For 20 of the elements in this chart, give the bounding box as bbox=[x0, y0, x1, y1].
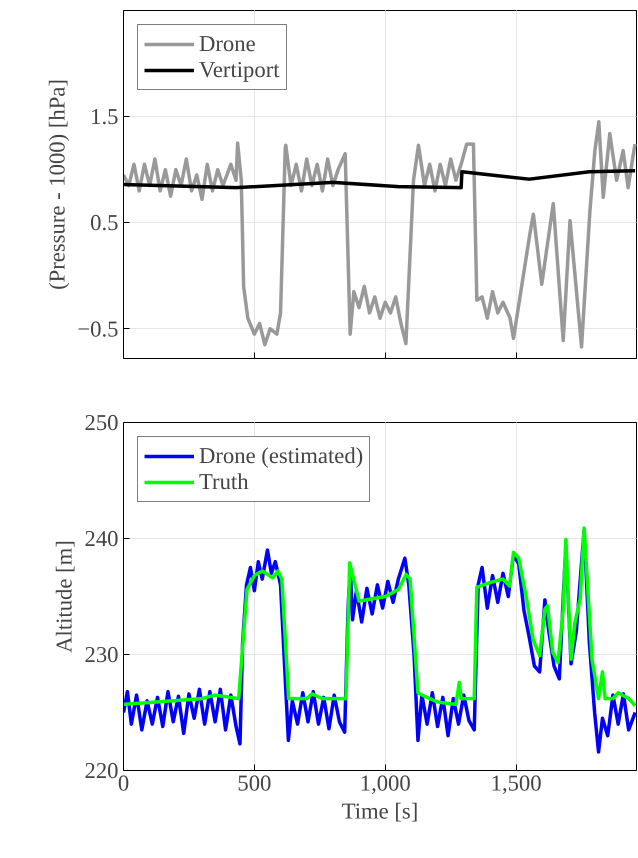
y-axis-title: Altitude [m] bbox=[52, 540, 77, 653]
x-tick-label: 1,000 bbox=[360, 770, 411, 796]
y-tick-label: 250 bbox=[84, 410, 118, 435]
y-tick-label: −0.5 bbox=[77, 316, 119, 342]
legend-label: Drone (estimated) bbox=[199, 443, 364, 469]
x-axis-title: Time [s] bbox=[342, 798, 418, 824]
y-axis-title: (Pressure - 1000) [hPa] bbox=[44, 79, 70, 290]
x-tick-label: 1,500 bbox=[490, 770, 542, 796]
x-tick-label: 0 bbox=[118, 770, 130, 796]
x-tick-label: 500 bbox=[237, 770, 272, 796]
legend-label: Truth bbox=[199, 469, 249, 495]
y-tick-label: 220 bbox=[84, 758, 118, 783]
legend-label: Vertiport bbox=[199, 57, 280, 83]
line-series bbox=[124, 526, 636, 708]
y-tick-label: 240 bbox=[84, 526, 118, 551]
y-tick-label: 230 bbox=[84, 642, 118, 667]
y-tick-label: 1.5 bbox=[90, 104, 119, 130]
legend-label: Drone bbox=[199, 31, 256, 57]
line-series bbox=[124, 120, 636, 349]
y-tick-label: 0.5 bbox=[90, 210, 119, 236]
